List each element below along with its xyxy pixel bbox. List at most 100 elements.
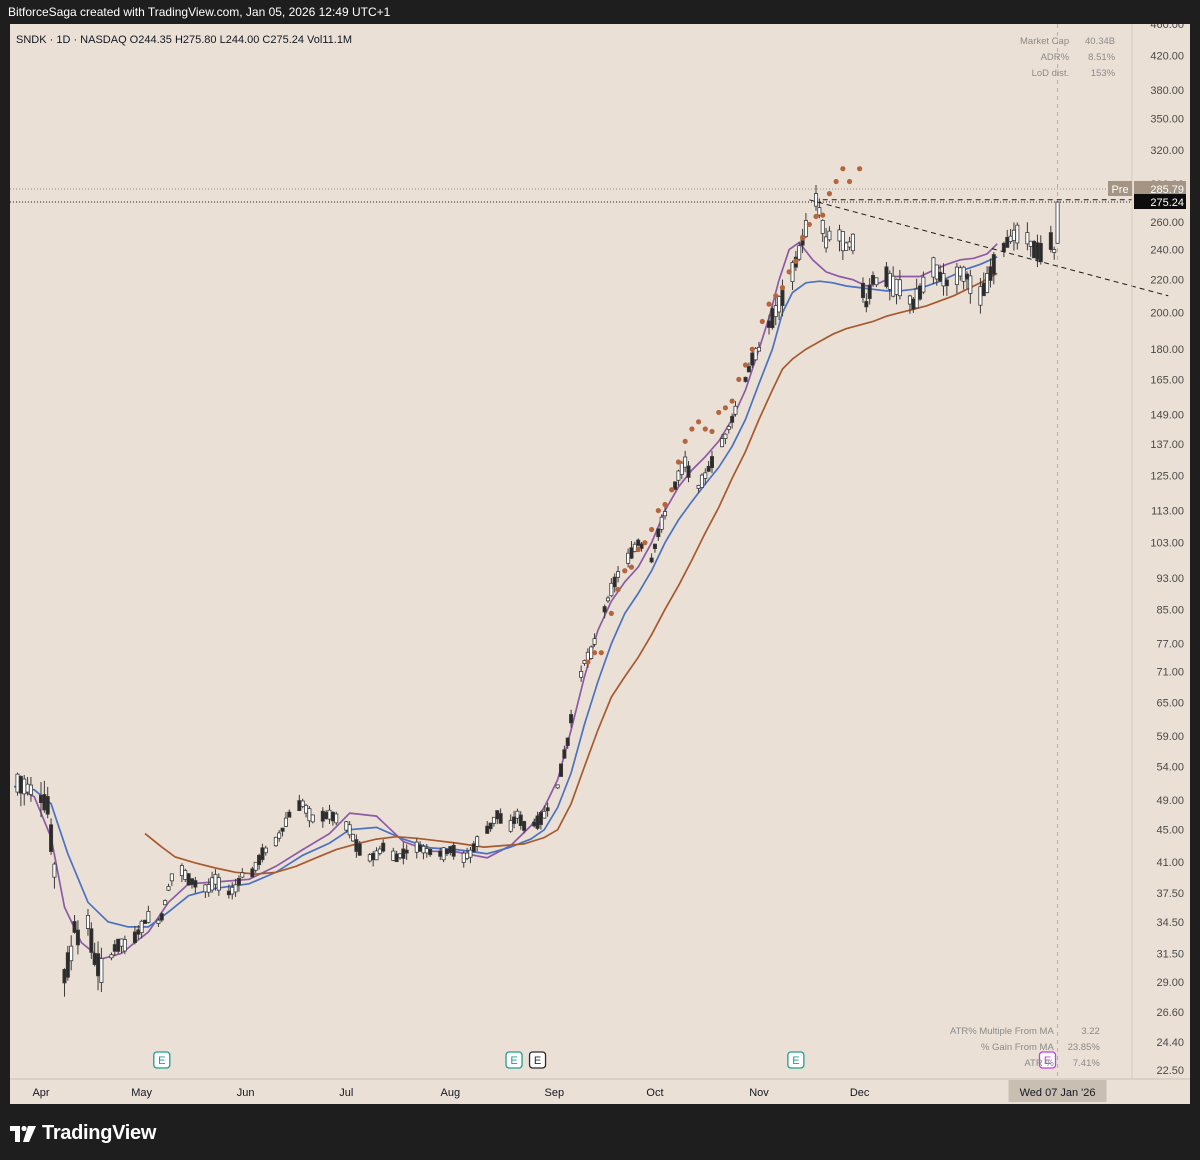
- candle-up: [579, 671, 584, 678]
- chart-caption: BitforceSaga created with TradingView.co…: [8, 5, 391, 19]
- candle-up: [985, 272, 990, 293]
- candle-down: [136, 929, 141, 935]
- tradingview-logo-icon: [10, 1125, 36, 1142]
- premarket-price-tag-bg: [1134, 180, 1186, 196]
- candle-up: [850, 233, 855, 252]
- candle-down: [512, 816, 517, 825]
- candle-up: [391, 850, 396, 861]
- candle-down: [38, 795, 43, 804]
- candle-down: [297, 800, 302, 812]
- candle-up: [696, 485, 701, 489]
- candle-up: [941, 273, 946, 287]
- y-axis-tick-label: 180.00: [1150, 344, 1184, 356]
- stop-dot: [793, 258, 799, 264]
- candle-up: [817, 207, 822, 216]
- candle-up: [441, 847, 446, 861]
- candle-up: [659, 516, 664, 530]
- candle-down: [143, 919, 148, 924]
- candle-down: [636, 539, 641, 546]
- candle-down: [991, 254, 996, 275]
- candle-up: [277, 832, 282, 839]
- candle-up: [773, 305, 778, 318]
- stop-dot: [695, 419, 702, 425]
- candle-down: [746, 366, 751, 373]
- candle-down: [911, 298, 916, 310]
- trendline: [809, 199, 1169, 297]
- candle-down: [18, 776, 23, 794]
- y-axis-tick-label: 49.00: [1156, 795, 1184, 807]
- candle-up: [753, 348, 758, 361]
- candle-up: [156, 919, 161, 924]
- candle-down: [1035, 242, 1040, 260]
- candle-up: [327, 809, 332, 820]
- candle-down: [65, 952, 70, 978]
- candle-up: [166, 886, 171, 891]
- candle-up: [15, 773, 20, 793]
- candle-down: [49, 824, 54, 852]
- candle-up: [837, 229, 842, 242]
- stop-dot: [759, 318, 765, 325]
- candle-up: [310, 814, 315, 823]
- candle-up: [605, 597, 610, 602]
- candle-up: [934, 264, 939, 280]
- candle-up: [797, 245, 802, 260]
- stop-dot: [826, 191, 833, 197]
- candle-up: [374, 850, 379, 861]
- candle-up: [491, 816, 496, 824]
- candle-up: [414, 841, 419, 853]
- candle-up: [169, 873, 174, 882]
- brand-footer[interactable]: TradingView: [10, 1122, 156, 1145]
- candle-down: [257, 854, 262, 866]
- time-axis-layer: AprMayJunJulAugSepOctNovDecFebWed 07 Jan…: [10, 1078, 1190, 1104]
- earnings-marker-icon: [528, 1051, 547, 1069]
- candle-up: [626, 552, 631, 564]
- candle-up: [347, 824, 352, 836]
- candle-up: [304, 805, 309, 814]
- candle-down: [394, 853, 399, 863]
- stop-dot: [799, 235, 806, 241]
- x-axis-label: Apr: [32, 1087, 49, 1099]
- price-chart[interactable]: 460.00420.00380.00350.00320.00290.00260.…: [10, 24, 1190, 1104]
- stats-table-top: Market Cap 40.34B ADR% 8.51% LoD dist. 153%: [1020, 34, 1115, 82]
- candle-up: [367, 854, 372, 862]
- y-axis-tick-label: 26.60: [1156, 1007, 1184, 1019]
- candle-up: [609, 582, 614, 597]
- stop-dot: [736, 376, 742, 382]
- candle-up: [25, 783, 30, 793]
- y-axis-tick-label: 54.00: [1156, 762, 1184, 774]
- stat-label: ATR% Multiple From MA: [950, 1026, 1054, 1037]
- stop-dot: [628, 564, 635, 570]
- candle-down: [112, 944, 117, 952]
- candle-down: [522, 821, 527, 831]
- candle-up: [726, 426, 731, 430]
- y-axis-tick-label: 22.50: [1156, 1065, 1184, 1077]
- candle-up: [52, 863, 57, 878]
- last-price-tag: 275.24: [1150, 197, 1184, 209]
- y-axis-tick-label: 65.00: [1156, 697, 1184, 709]
- ema-fast-line: [13, 241, 998, 960]
- candle-up: [397, 853, 402, 859]
- candle-down: [404, 849, 409, 854]
- candle-up: [69, 945, 74, 962]
- candle-down: [45, 796, 50, 815]
- x-axis-label: May: [131, 1087, 152, 1099]
- stop-dot: [675, 459, 682, 465]
- candle-up: [283, 817, 288, 827]
- candle-up: [958, 267, 963, 277]
- candle-up: [421, 845, 426, 854]
- candle-up: [28, 784, 33, 795]
- y-axis-tick-label: 45.00: [1156, 825, 1184, 837]
- candle-up: [465, 852, 470, 859]
- candle-up: [206, 884, 211, 893]
- premarket-label-bg: [1108, 180, 1132, 196]
- candle-up: [592, 638, 597, 645]
- candle-up: [555, 784, 560, 789]
- candle-up: [508, 820, 513, 832]
- y-axis-tick-label: 460.00: [1150, 24, 1184, 31]
- candle-up: [542, 810, 547, 819]
- stat-row-gain-from-ma: % Gain From MA 23.85%: [950, 1040, 1100, 1056]
- candle-up: [978, 286, 983, 306]
- candle-down: [518, 814, 523, 827]
- chart-panel[interactable]: 460.00420.00380.00350.00320.00290.00260.…: [10, 24, 1190, 1104]
- candle-down: [1005, 237, 1010, 248]
